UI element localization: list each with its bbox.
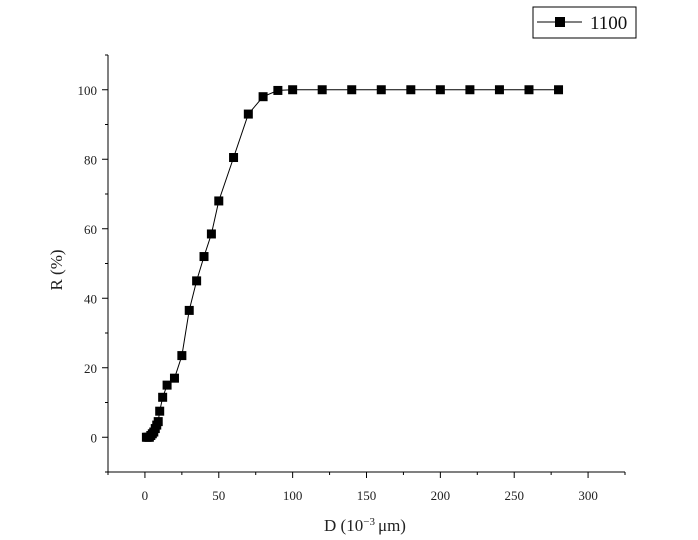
data-point (155, 406, 165, 416)
data-point (435, 85, 445, 95)
series-layer (141, 85, 564, 442)
x-tick-label: 200 (431, 488, 451, 503)
x-axis-title: D (10−3 μm) (324, 516, 406, 535)
data-point (199, 252, 209, 262)
data-point (494, 85, 504, 95)
data-point (184, 305, 194, 315)
y-tick-label: 60 (84, 222, 97, 237)
data-point (465, 85, 475, 95)
x-tick-label: 0 (142, 488, 149, 503)
axes: 0 50 100 150 200 250 300 0 20 40 60 80 100 (78, 54, 626, 503)
data-point (258, 92, 268, 102)
y-tick-label: 0 (91, 430, 98, 445)
y-axis-title: R (%) (47, 249, 66, 290)
legend-label: 1100 (590, 13, 627, 34)
data-point (243, 109, 253, 119)
x-axis-title-tail: μm) (378, 516, 406, 535)
x-tick-label: 150 (357, 488, 377, 503)
y-tick-label: 40 (84, 291, 97, 306)
y-tick-label: 100 (78, 83, 98, 98)
x-tick-label: 50 (212, 488, 225, 503)
data-point (524, 85, 534, 95)
legend-marker (555, 17, 565, 27)
data-point (177, 351, 187, 361)
x-tick-label: 300 (578, 488, 598, 503)
data-point (192, 276, 202, 286)
legend: 1100 (532, 6, 637, 39)
data-point (153, 417, 163, 427)
x-axis-title-sup: −3 (363, 516, 375, 528)
data-point (158, 392, 168, 402)
data-point (162, 380, 172, 390)
y-tick-label: 80 (84, 152, 97, 167)
data-point (406, 85, 416, 95)
data-point (229, 153, 239, 163)
x-tick-label: 250 (504, 488, 524, 503)
data-point (273, 85, 283, 95)
data-point (214, 196, 224, 206)
data-point (317, 85, 327, 95)
data-point (169, 373, 179, 383)
x-axis-title-main: D (10 (324, 516, 363, 535)
data-point (347, 85, 357, 95)
data-point (376, 85, 386, 95)
y-tick-label: 20 (84, 361, 97, 376)
data-point (554, 85, 564, 95)
data-point (206, 229, 216, 239)
x-tick-label: 100 (283, 488, 303, 503)
data-point (288, 85, 298, 95)
series-line-0 (146, 89, 559, 438)
